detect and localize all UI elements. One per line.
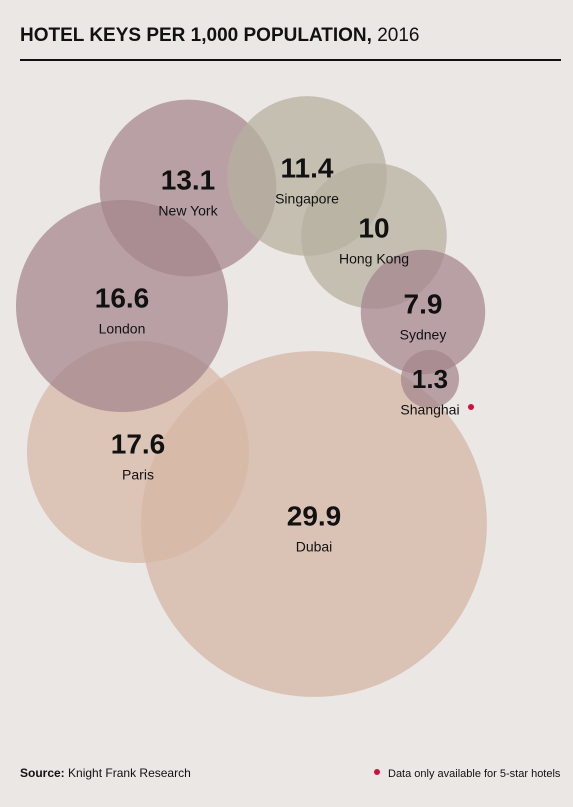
footnote-marker (374, 769, 380, 775)
value-label: 29.9 (287, 500, 342, 531)
category-label: Singapore (275, 191, 339, 207)
value-label: 1.3 (412, 364, 448, 394)
footnote-marker (468, 404, 474, 410)
title-main: HOTEL KEYS PER 1,000 POPULATION, (20, 25, 372, 46)
bubble (99, 99, 277, 277)
value-label: 13.1 (161, 164, 216, 195)
value-label: 7.9 (404, 288, 443, 319)
value-label: 11.4 (281, 152, 334, 183)
bubble (400, 349, 460, 409)
source-label: Source: (20, 766, 65, 780)
category-label: Sydney (400, 327, 447, 343)
category-label: Paris (122, 467, 154, 483)
bubble (360, 249, 486, 375)
title-year: 2016 (377, 25, 419, 46)
source-text: Knight Frank Research (68, 766, 191, 780)
value-label: 16.6 (95, 282, 150, 313)
footnote: Data only available for 5-star hotels (388, 768, 561, 780)
category-label: Hong Kong (339, 251, 409, 267)
value-label: 17.6 (111, 428, 166, 459)
value-label: 10 (358, 212, 389, 243)
source: Source: Knight Frank Research (20, 766, 191, 780)
category-label: New York (158, 203, 218, 219)
chart-title: HOTEL KEYS PER 1,000 POPULATION, 2016 (20, 25, 420, 46)
category-label: Dubai (296, 539, 333, 555)
category-label: Shanghai (400, 402, 459, 418)
category-label: London (99, 321, 146, 337)
bubbles: 29.9 Dubai 17.6 Paris 16.6 London 13.1 New York… (16, 96, 487, 697)
